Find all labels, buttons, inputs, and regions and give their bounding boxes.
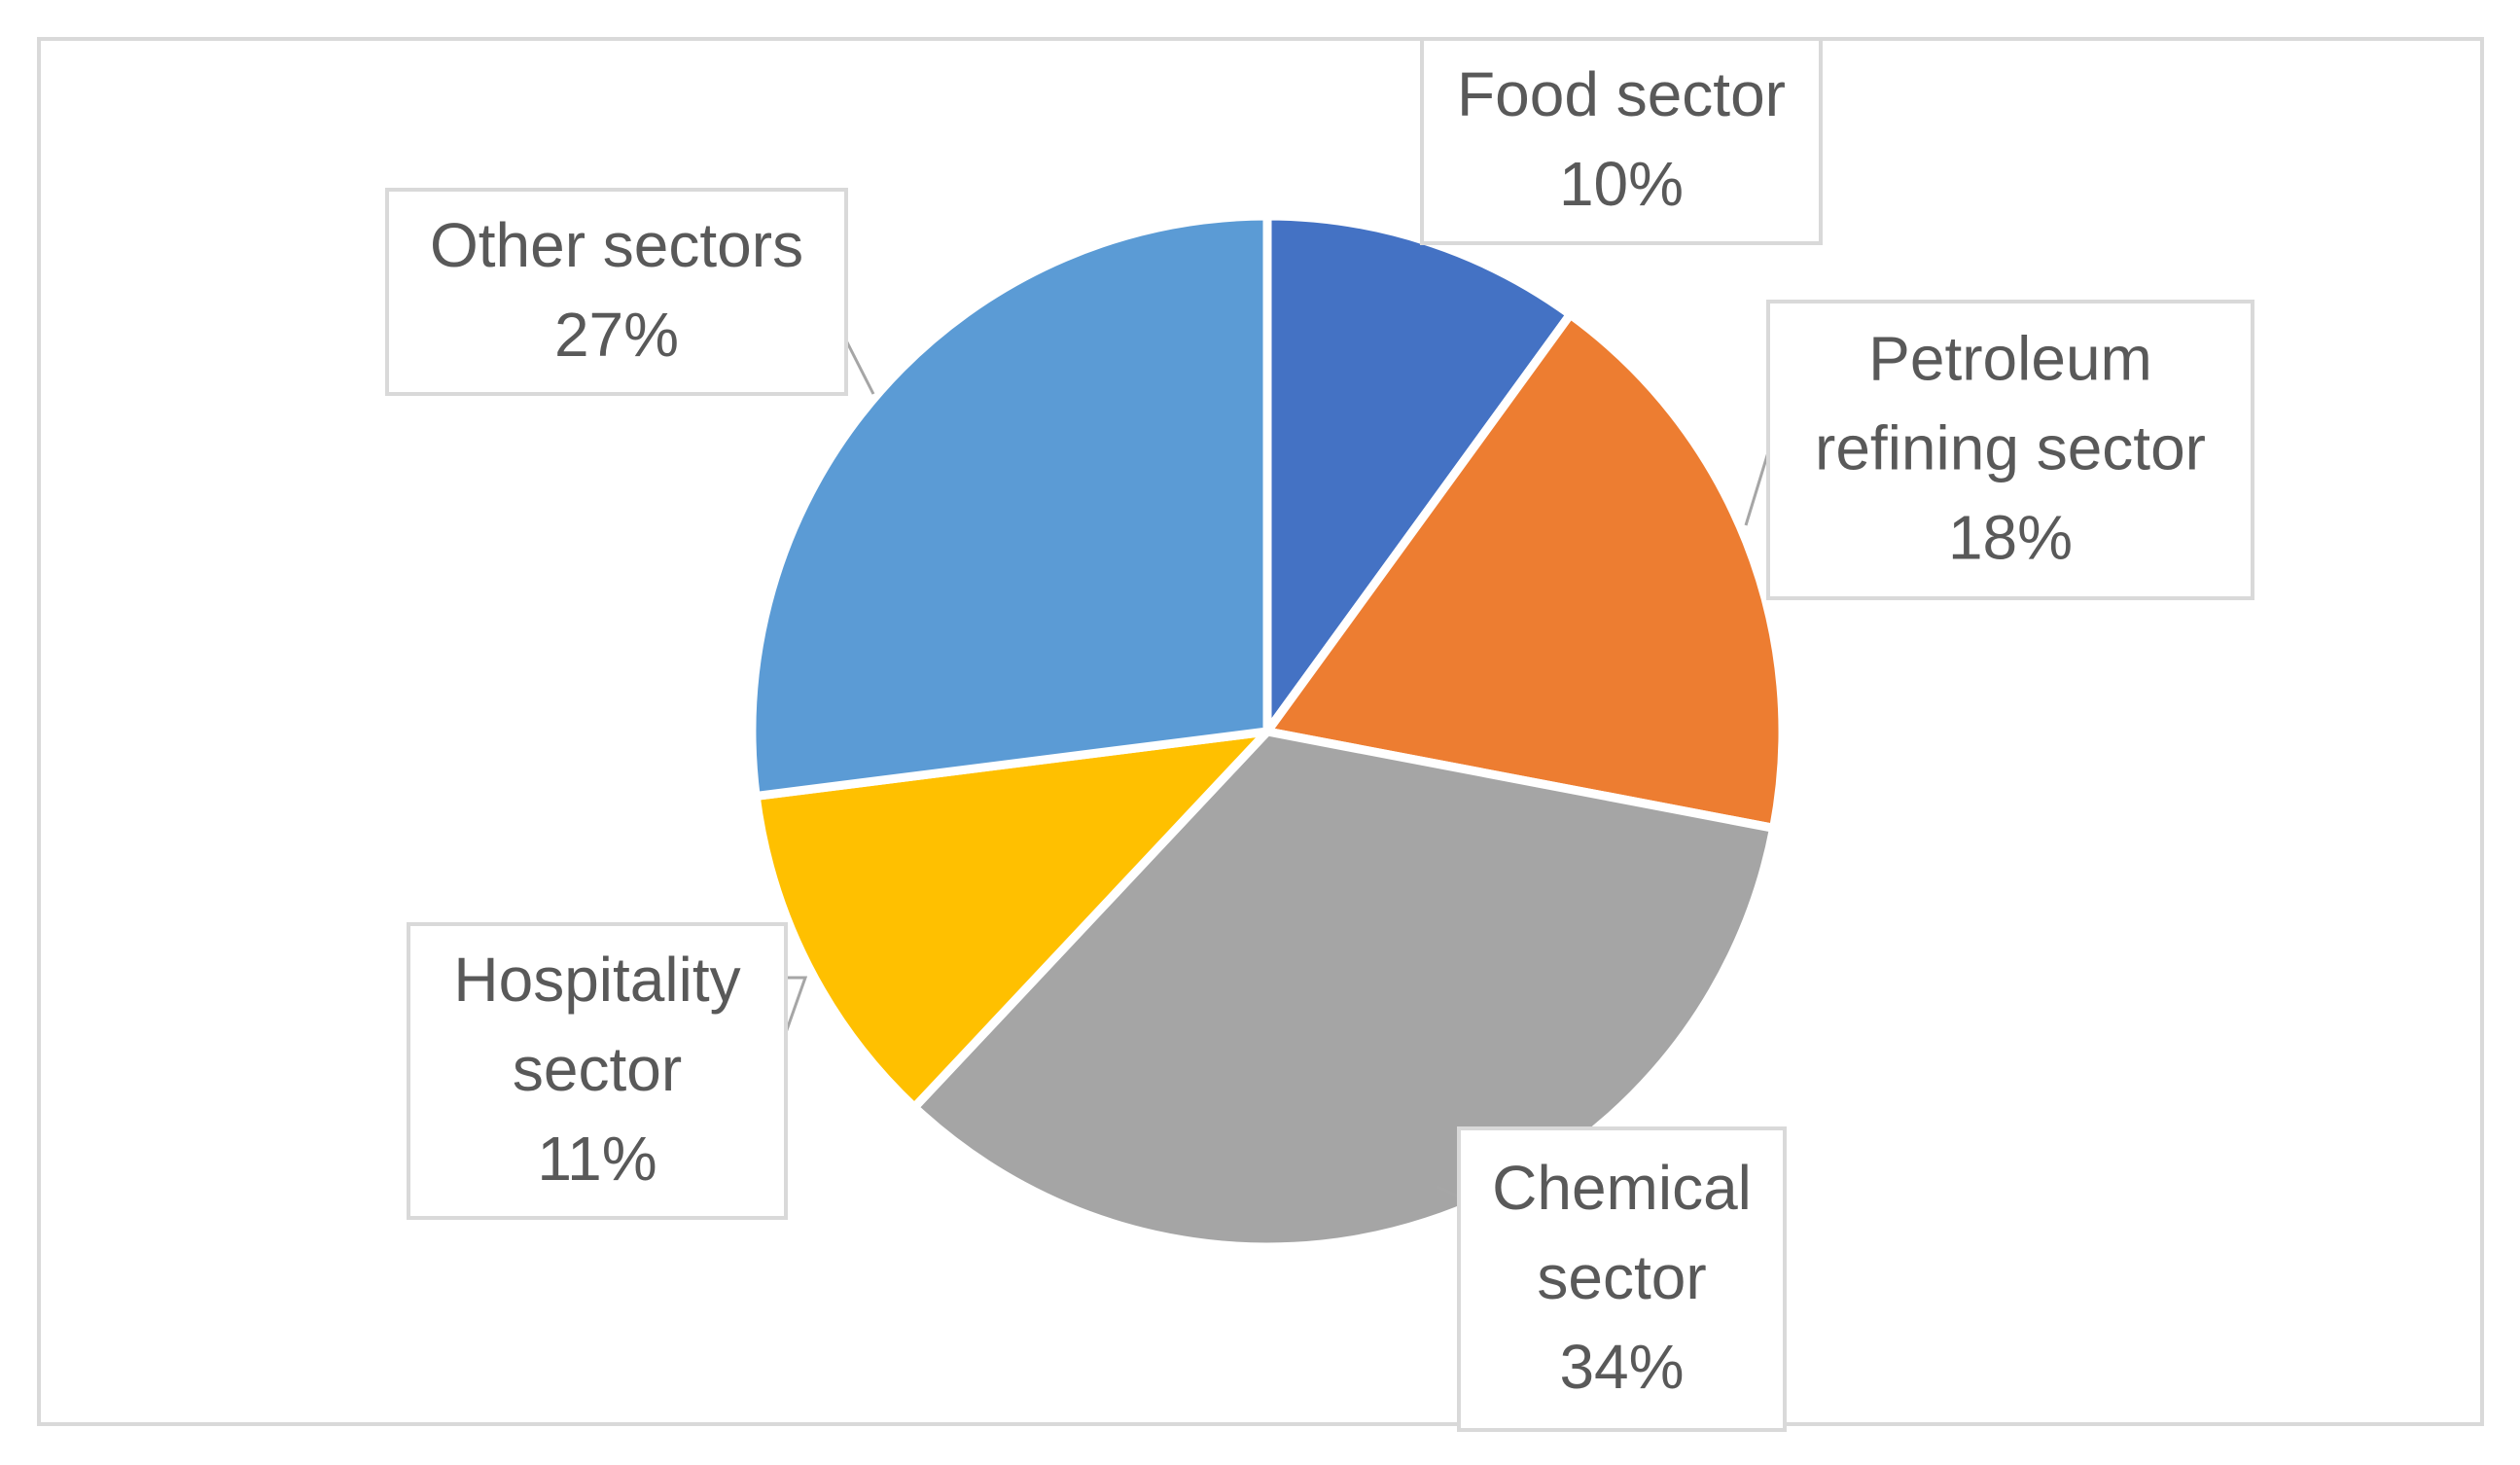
data-label-1: Petroleum refining sector 18%: [1766, 300, 2254, 600]
data-label-category: Food sector: [1457, 59, 1786, 129]
pie-slices: [747, 211, 1788, 1252]
data-label-box: [1457, 1126, 1787, 1432]
data-label-percent: 11%: [537, 1124, 657, 1194]
data-label-percent: 34%: [1559, 1332, 1684, 1402]
data-label-category: sector: [1537, 1242, 1706, 1312]
data-label-category: Other sectors: [430, 210, 803, 280]
data-labels: Food sector 10% Petroleum refining sector 18…: [385, 37, 2254, 1432]
pie-slice-3: [751, 727, 1272, 1112]
leader-line-3: [781, 976, 808, 1042]
data-label-box: [385, 188, 848, 396]
leader-line-1: [1744, 451, 1770, 526]
pie-slice-1: [1262, 309, 1788, 833]
data-label-box: [1766, 300, 2254, 600]
data-label-0: Food sector 10%: [1420, 37, 1823, 245]
data-label-percent: 10%: [1559, 149, 1684, 219]
data-label-box: [407, 922, 788, 1220]
data-label-category: Hospitality: [453, 945, 740, 1015]
data-label-category: sector: [513, 1034, 682, 1104]
data-label-box: [1420, 37, 1823, 245]
data-label-category: Petroleum: [1868, 324, 2152, 394]
data-label-3: Hospitality sector 11%: [407, 922, 788, 1220]
leader-line-2: [1437, 1185, 1460, 1198]
leader-line-4: [844, 339, 875, 395]
data-label-percent: 27%: [554, 300, 679, 370]
data-label-2: Chemical sector 34%: [1457, 1126, 1787, 1432]
data-label-percent: 18%: [1948, 503, 2073, 573]
data-label-category: refining sector: [1815, 413, 2206, 483]
leader-lines: [781, 339, 1770, 1198]
data-label-4: Other sectors 27%: [385, 188, 848, 396]
pie-slice-4: [747, 211, 1272, 801]
data-label-category: Chemical: [1492, 1153, 1752, 1223]
pie-slice-2: [909, 727, 1779, 1252]
